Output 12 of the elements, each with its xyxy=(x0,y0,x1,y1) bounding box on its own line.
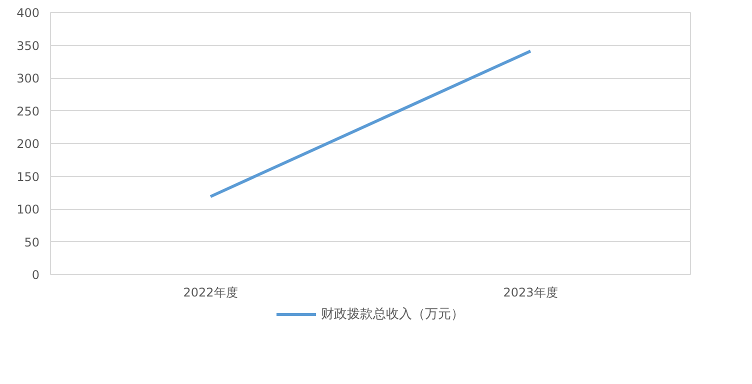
y-tick-label: 150 xyxy=(16,170,40,184)
y-tick-label: 0 xyxy=(32,268,40,282)
y-tick-label: 50 xyxy=(24,235,40,250)
y-tick-label: 200 xyxy=(16,137,40,151)
y-tick-label: 300 xyxy=(16,72,40,86)
legend-label: 财政拨款总收入（万元） xyxy=(321,306,464,323)
y-tick-label: 100 xyxy=(16,202,40,216)
x-tick-label: 2022年度 xyxy=(183,286,238,300)
y-tick-label: 250 xyxy=(16,104,40,118)
x-tick-label: 2023年度 xyxy=(503,286,558,300)
y-tick-label: 400 xyxy=(16,6,40,20)
y-tick-label: 350 xyxy=(16,38,40,53)
